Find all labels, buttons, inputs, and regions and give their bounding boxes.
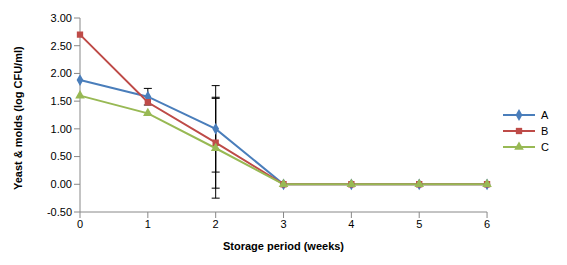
html-text:A: A [541, 108, 549, 121]
svg-text:0: 0 [77, 218, 83, 230]
svg-text:0.50: 0.50 [51, 150, 72, 162]
svg-text:3.00: 3.00 [51, 12, 72, 24]
svg-text:2: 2 [213, 218, 219, 230]
svg-text:5: 5 [416, 218, 422, 230]
svg-text:6: 6 [484, 218, 490, 230]
html-text:B: B [541, 124, 549, 137]
svg-text:-0.50: -0.50 [47, 206, 72, 218]
svg-text:Yeast & molds (log CFU/ml): Yeast & molds (log CFU/ml) [12, 46, 24, 190]
svg-text:1.50: 1.50 [51, 95, 72, 107]
svg-text:2.00: 2.00 [51, 67, 72, 79]
html-text:C: C [541, 140, 549, 153]
svg-text:0.00: 0.00 [51, 178, 72, 190]
svg-text:2.50: 2.50 [51, 40, 72, 52]
svg-text:3: 3 [280, 218, 286, 230]
svg-text:Storage period (weeks): Storage period (weeks) [223, 240, 344, 252]
svg-text:4: 4 [348, 218, 354, 230]
svg-text:1.00: 1.00 [51, 123, 72, 135]
svg-text:1: 1 [145, 218, 151, 230]
